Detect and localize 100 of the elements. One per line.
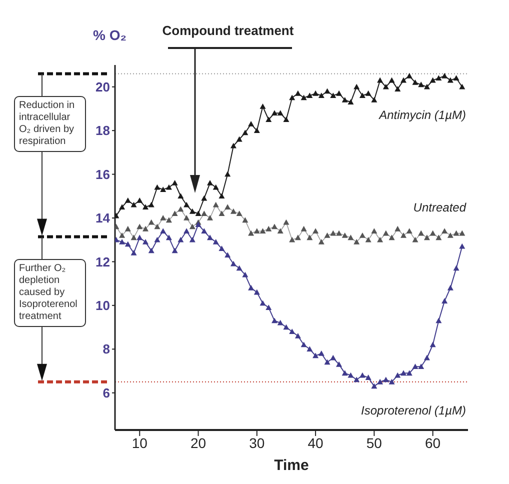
point (136, 198, 143, 203)
point (382, 84, 389, 90)
point (148, 219, 154, 225)
point (459, 230, 466, 236)
point (178, 206, 184, 212)
point (178, 236, 184, 242)
x-tick-label: 20 (190, 434, 206, 451)
point (242, 130, 248, 136)
point (406, 228, 412, 234)
point (453, 265, 460, 271)
point (218, 193, 225, 199)
point (418, 230, 424, 236)
point (266, 304, 272, 310)
point (277, 320, 284, 326)
point (166, 184, 172, 190)
point (130, 250, 137, 256)
point (271, 224, 278, 230)
y-axis-title: % O₂ (93, 27, 126, 43)
point (453, 75, 460, 81)
point (119, 204, 126, 210)
point (400, 77, 406, 83)
point (430, 230, 436, 236)
point (318, 239, 324, 244)
point (201, 210, 208, 216)
point (318, 92, 324, 98)
point (195, 210, 202, 216)
point (130, 202, 137, 208)
point (166, 234, 172, 240)
y-tick-label: 10 (96, 298, 110, 314)
point (142, 204, 148, 210)
point (306, 92, 313, 98)
point (195, 222, 202, 227)
point (230, 260, 236, 266)
point (184, 228, 190, 234)
point (377, 236, 384, 242)
point (418, 82, 424, 88)
y-tick-label: 20 (96, 79, 110, 94)
point (406, 370, 412, 376)
point (354, 84, 360, 90)
point (330, 354, 336, 360)
point (119, 239, 126, 244)
point (342, 370, 348, 376)
x-tick-label: 30 (249, 434, 265, 451)
point (230, 142, 236, 148)
point (348, 372, 354, 378)
point (206, 214, 213, 220)
point (294, 234, 301, 240)
point (412, 364, 418, 370)
point (394, 226, 401, 232)
point (254, 289, 260, 295)
point (236, 136, 242, 142)
point (294, 90, 301, 96)
text: Compound treatment (161, 23, 295, 38)
point (365, 236, 372, 242)
point (300, 226, 307, 232)
point (400, 232, 406, 238)
point (289, 94, 296, 100)
point (184, 214, 190, 220)
point (430, 342, 436, 348)
point (166, 217, 172, 223)
point (189, 236, 196, 242)
point (160, 228, 166, 234)
text: Reduction in intracellular O₂ driven by respiration (14, 96, 86, 152)
point (382, 230, 389, 236)
x-tick-label: 60 (425, 434, 441, 451)
point (382, 376, 389, 382)
point (283, 219, 290, 225)
series-label: Antimycin (1µM) (378, 108, 466, 122)
point (342, 96, 348, 102)
point (148, 202, 154, 208)
point (400, 370, 406, 376)
point (306, 234, 313, 240)
point (388, 234, 395, 240)
point (459, 243, 466, 249)
point (206, 180, 213, 186)
point (178, 193, 184, 199)
point (447, 77, 454, 83)
point (248, 230, 254, 236)
point (271, 318, 278, 324)
point (254, 128, 260, 133)
point (447, 232, 454, 238)
y-tick-label: 16 (96, 166, 110, 182)
point (412, 236, 418, 242)
point (154, 224, 160, 230)
point (354, 376, 360, 382)
series-label: Untreated (413, 200, 466, 214)
point (260, 104, 266, 109)
x-tick-label: 40 (308, 434, 324, 451)
point (336, 230, 342, 236)
point (442, 228, 448, 234)
point (336, 361, 342, 367)
point (212, 202, 219, 208)
y-tick-label: 14 (96, 210, 111, 226)
point (201, 195, 208, 201)
point (300, 342, 307, 348)
point (212, 239, 219, 244)
point (277, 228, 284, 234)
point (277, 110, 284, 116)
point (453, 230, 460, 236)
point (201, 228, 208, 234)
